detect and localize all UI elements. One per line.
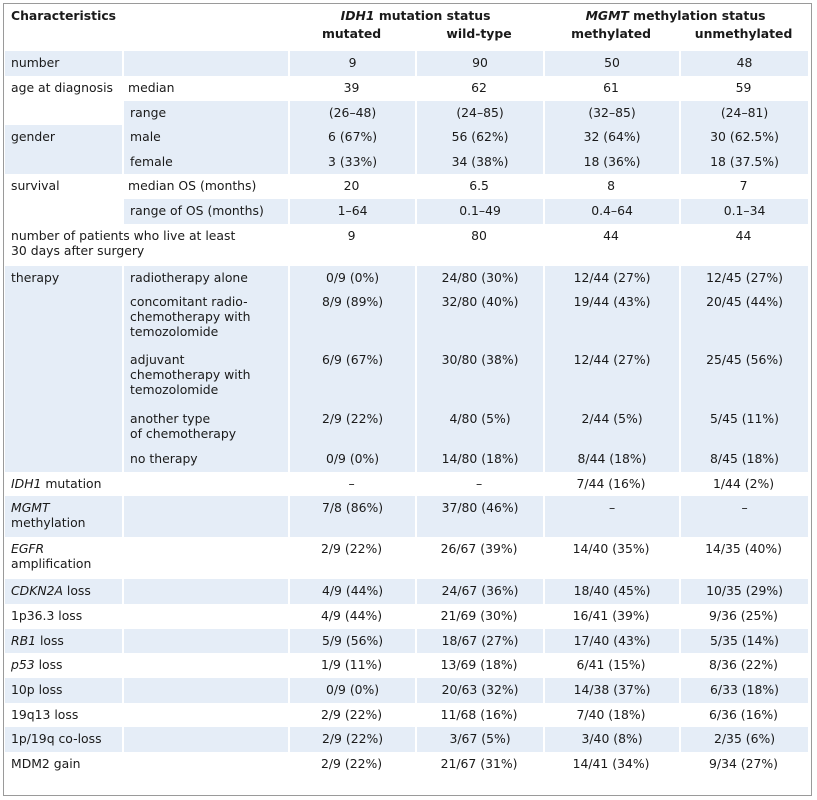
table-row: p53 loss 1/9 (11%) 13/69 (18%) 6/41 (15%… xyxy=(5,653,808,678)
table-row: 1p/19q co-loss 2/9 (22%) 3/67 (5%) 3/40 … xyxy=(5,727,809,752)
row-label: 1p/19q co-loss xyxy=(5,727,123,752)
row-sublabel: median xyxy=(128,80,175,95)
row-label: 10p loss xyxy=(5,678,123,703)
row-label: MDM2 gain xyxy=(11,756,81,771)
table-row: survival median OS (months) 20 6.5 8 7 xyxy=(5,174,808,199)
row-label: age at diagnosis xyxy=(11,80,113,95)
header-idh1-group: IDH1 mutation status xyxy=(340,8,491,23)
table-row: EGFR amplification 2/9 (22%) 26/67 (39%) … xyxy=(5,537,808,579)
col-header-wild-type: wild-type xyxy=(446,26,512,41)
row-label: MGMT methylation xyxy=(5,496,123,537)
row-sublabel: range xyxy=(122,101,289,125)
table-row: CDKN2A loss 4/9 (44%) 24/67 (36%) 18/40 … xyxy=(5,579,809,604)
row-label: 19q13 loss xyxy=(11,707,79,722)
row-label: number xyxy=(5,51,123,76)
table-row: another type of chemotherapy 2/9 (22%) 4/… xyxy=(5,407,809,447)
row-label: gender xyxy=(5,125,123,150)
table-row: concomitant radio-chemotherapy with temoz… xyxy=(5,290,809,348)
col-header-unmethylated: unmethylated xyxy=(694,26,793,41)
row-label: survival xyxy=(11,178,60,193)
table-row: IDH1 mutation – – 7/44 (16%) 1/44 (2%) xyxy=(5,472,808,496)
table-row: 19q13 loss 2/9 (22%) 11/68 (16%) 7/40 (1… xyxy=(5,703,808,727)
table-row: MDM2 gain 2/9 (22%) 21/67 (31%) 14/41 (3… xyxy=(5,752,808,777)
row-label: therapy xyxy=(5,266,123,290)
row-sublabel: another type of chemotherapy xyxy=(122,407,289,447)
row-sublabel: female xyxy=(122,150,289,174)
row-label: 1p36.3 loss xyxy=(11,608,83,623)
row-sublabel: range of OS (months) xyxy=(122,199,289,224)
row-sublabel: radiotherapy alone xyxy=(122,266,289,290)
table-row: number 9 90 50 48 xyxy=(5,51,809,76)
table-row: adjuvant chemotherapy with temozolomide 6/… xyxy=(5,348,809,407)
table-row: 1p36.3 loss 4/9 (44%) 21/69 (30%) 16/41 … xyxy=(5,604,808,629)
header-mgmt-group: MGMT methylation status xyxy=(585,8,766,23)
table-row: range (26–48) (24–85) (32–85) (24–81) xyxy=(5,101,809,125)
row-sublabel: concomitant radio-chemotherapy with temoz… xyxy=(122,290,289,348)
table-row: MGMT methylation 7/8 (86%) 37/80 (46%) – … xyxy=(5,496,809,537)
header-characteristics: Characteristics xyxy=(11,8,117,23)
row-label: RB1 loss xyxy=(5,629,123,653)
col-header-methylated: methylated xyxy=(571,26,652,41)
row-label: number of patients who live at least 30 d… xyxy=(11,228,236,258)
characteristics-table: Characteristics IDH1 mutation status MGM… xyxy=(5,4,809,777)
row-label: CDKN2A loss xyxy=(5,579,123,604)
table-row: number of patients who live at least 30 d… xyxy=(5,224,808,266)
row-label: p53 loss xyxy=(11,657,63,672)
row-label: EGFR amplification xyxy=(11,541,92,571)
table-row: age at diagnosis median 39 62 61 59 xyxy=(5,76,808,101)
row-sublabel: median OS (months) xyxy=(128,178,257,193)
row-label: IDH1 mutation xyxy=(11,476,102,491)
table-row: range of OS (months) 1–64 0.1–49 0.4–64 … xyxy=(5,199,809,224)
table-row: 10p loss 0/9 (0%) 20/63 (32%) 14/38 (37%… xyxy=(5,678,809,703)
table-row: RB1 loss 5/9 (56%) 18/67 (27%) 17/40 (43… xyxy=(5,629,809,653)
row-sublabel: no therapy xyxy=(122,447,289,472)
table-row: gender male 6 (67%) 56 (62%) 32 (64%) 30… xyxy=(5,125,809,150)
row-sublabel: male xyxy=(122,125,289,150)
table-row: therapy radiotherapy alone 0/9 (0%) 24/8… xyxy=(5,266,809,290)
table-row: no therapy 0/9 (0%) 14/80 (18%) 8/44 (18… xyxy=(5,447,809,472)
col-header-mutated: mutated xyxy=(321,26,382,41)
row-sublabel: adjuvant chemotherapy with temozolomide xyxy=(122,348,289,407)
table-row: female 3 (33%) 34 (38%) 18 (36%) 18 (37.… xyxy=(5,150,809,174)
